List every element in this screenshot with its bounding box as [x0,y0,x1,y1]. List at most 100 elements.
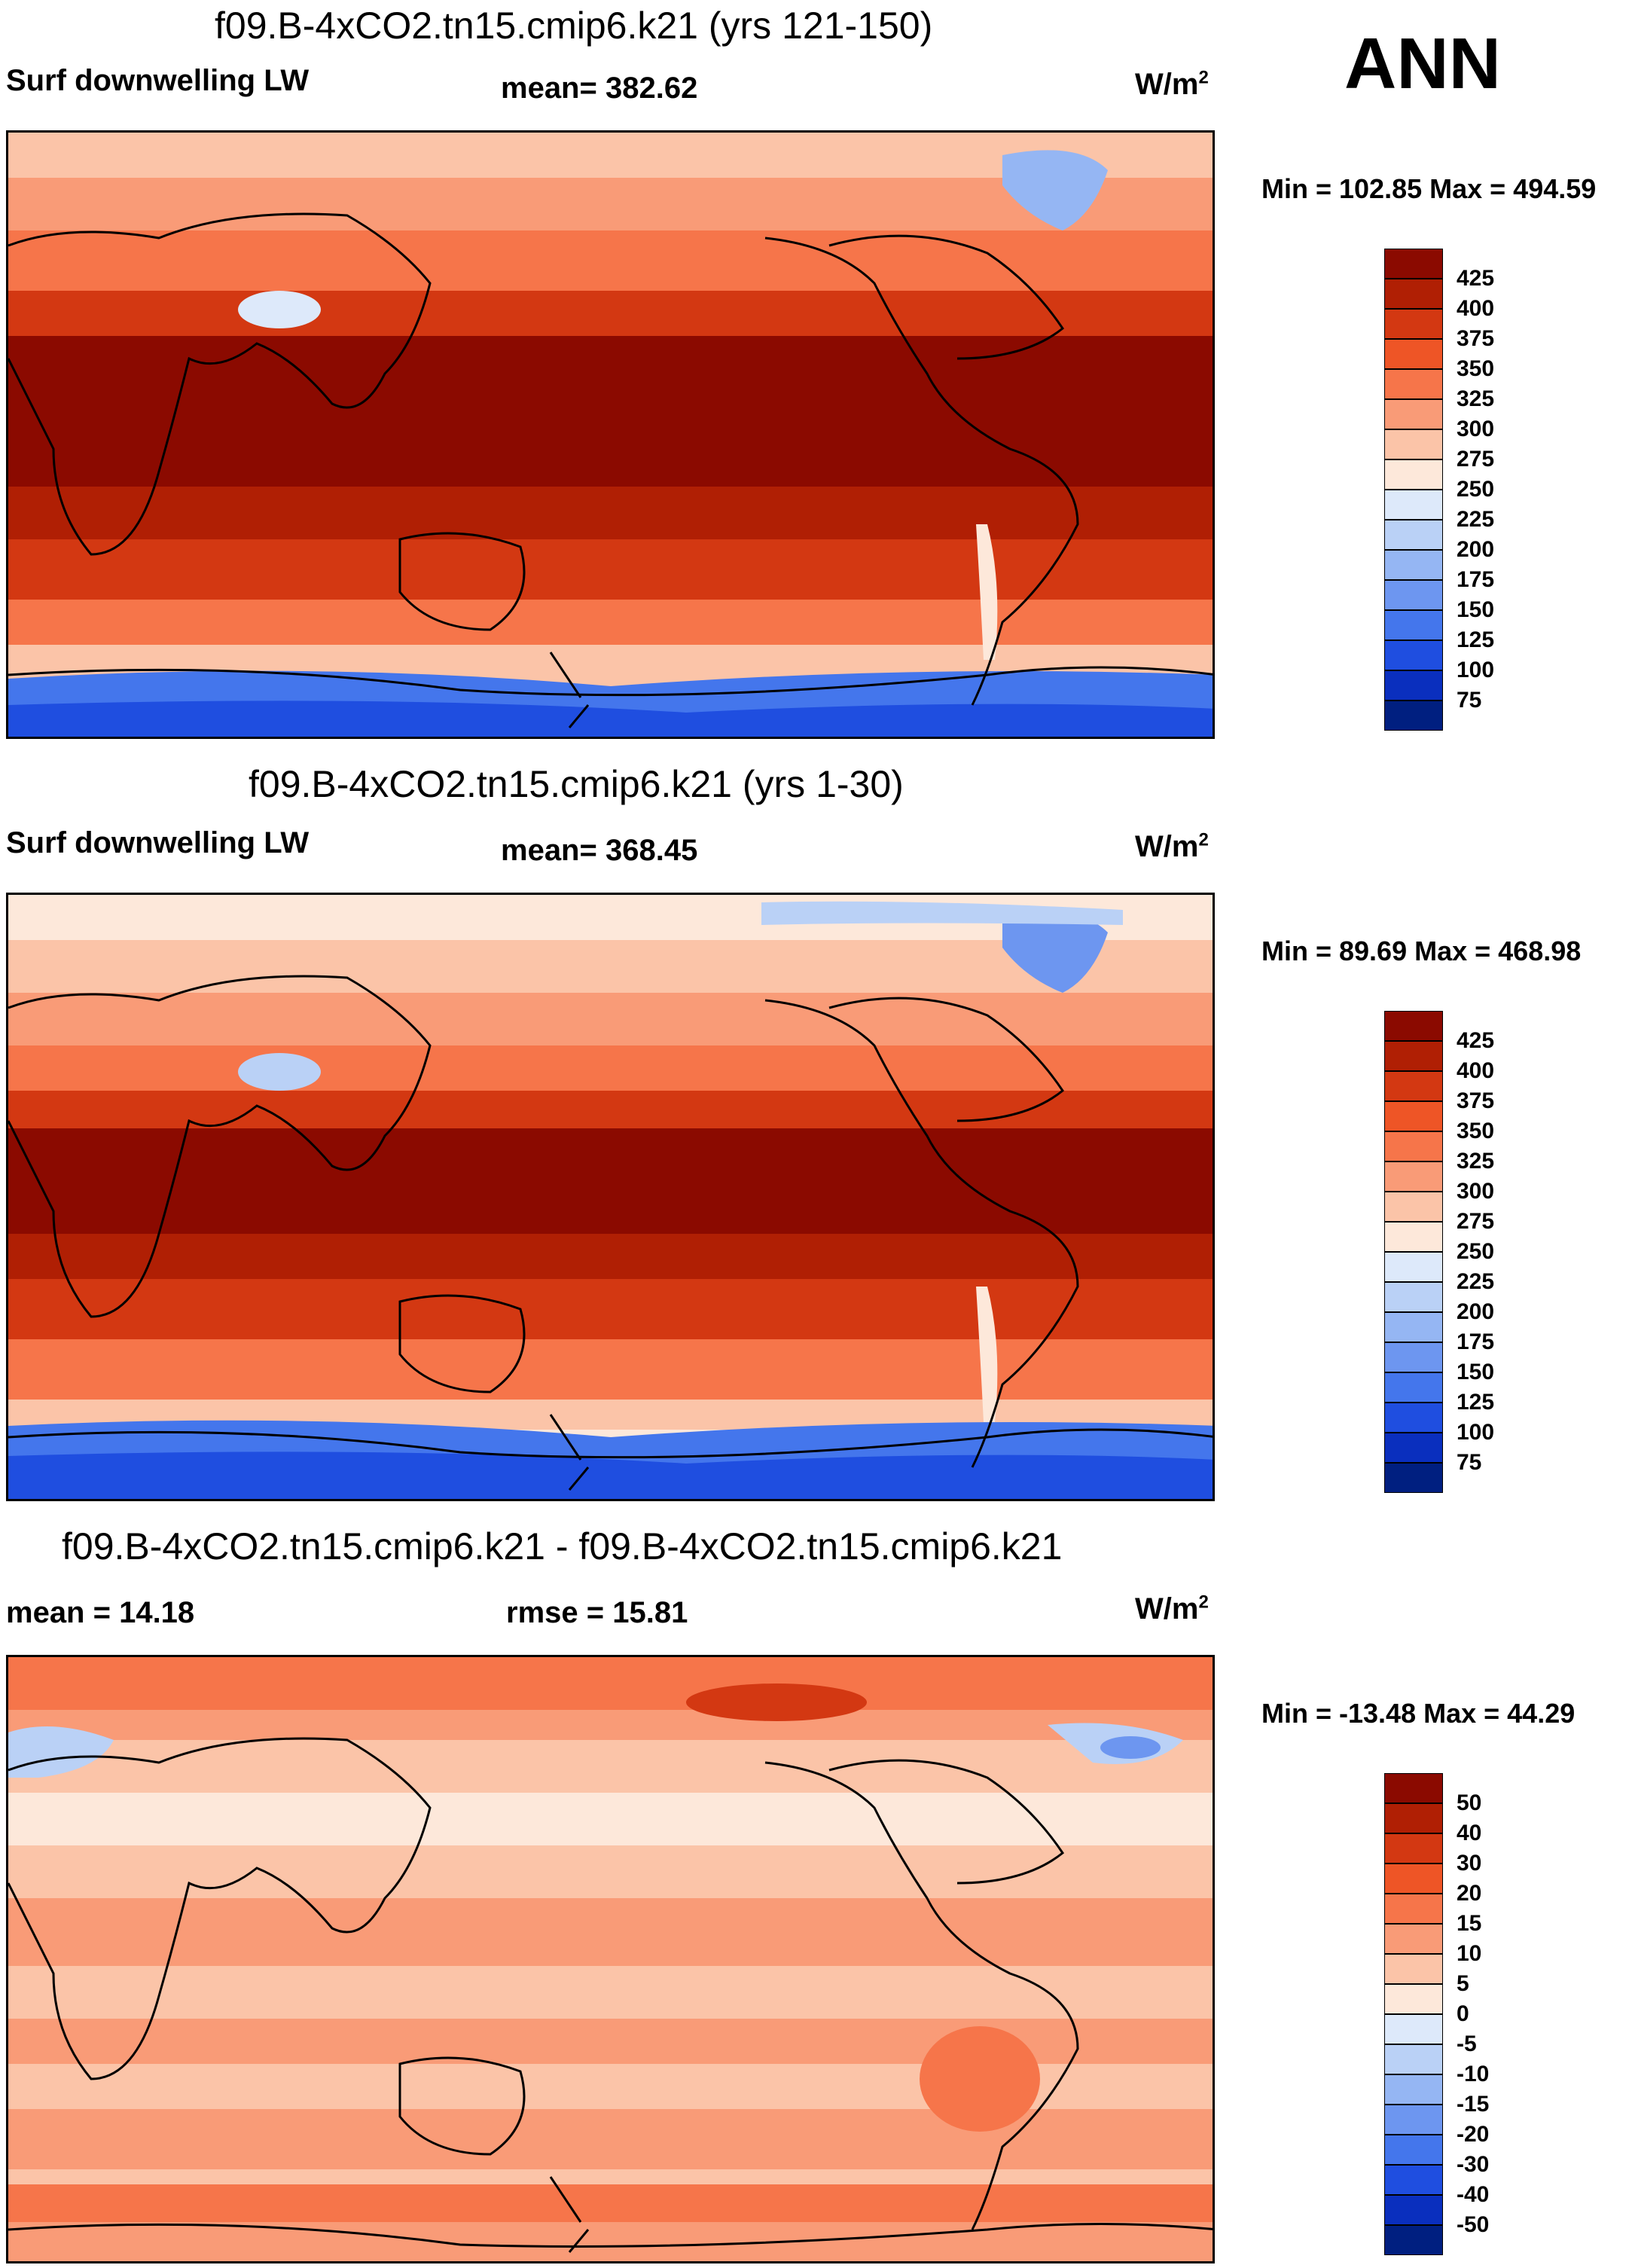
panel-3-title: f09.B-4xCO2.tn15.cmip6.k21 - f09.B-4xCO2… [62,1525,1063,1567]
colorbar-swatch [1384,338,1443,370]
panel-3-map-svg [8,1657,1213,2261]
colorbar-swatch [1384,2044,1443,2075]
colorbar-tick-label: 5 [1457,1971,1469,1996]
colorbar-tick-label: 275 [1457,447,1495,472]
colorbar-tick-label: 125 [1457,627,1495,652]
panel-3-mean-label: mean = 14.18 [6,1596,195,1629]
colorbar-tick-label: 200 [1457,537,1495,562]
colorbar-swatch [1384,1402,1443,1433]
colorbar-swatch [1384,459,1443,490]
colorbar-tick-label: 175 [1457,567,1495,592]
panel-2-map-svg [8,895,1213,1499]
colorbar-tick-label: 350 [1457,356,1495,381]
colorbar-swatch [1384,1462,1443,1493]
colorbar-tick-label: 425 [1457,1028,1495,1053]
colorbar-tick-label: 325 [1457,386,1495,411]
panel-3-colorbar: 50 40 30 20 15 10 5 0 -5 -10 -15 -20 -30 -40 -50 [1384,1773,1489,2255]
colorbar-swatch [1384,1802,1443,1834]
colorbar-swatch [1384,308,1443,340]
colorbar-swatch [1384,670,1443,701]
colorbar-tick-label: -5 [1457,2031,1477,2056]
colorbar-swatch [1384,1191,1443,1223]
colorbar-swatch [1384,1863,1443,1894]
colorbar-tick-label: 75 [1457,688,1482,713]
panel-2-units: W/m2 [1135,829,1209,863]
colorbar-swatch [1384,1432,1443,1464]
colorbar-swatch [1384,1953,1443,1985]
panel-1-mean-label: mean= 382.62 [501,72,698,105]
colorbar-tick-label: -10 [1457,2062,1490,2086]
colorbar-tick-label: 300 [1457,1179,1495,1204]
colorbar-swatch [1384,1773,1443,1804]
panel-1-colorbar-swatches [1384,249,1443,731]
colorbar-swatch [1384,1011,1443,1042]
panel-2-colorbar-swatches [1384,1011,1443,1493]
panel-3-colorbar-swatches [1384,1773,1443,2255]
colorbar-tick-label: -50 [1457,2212,1490,2237]
panel-3-rmse-label: rmse = 15.81 [506,1596,688,1629]
colorbar-tick-label: -20 [1457,2122,1490,2147]
panel-1-title: f09.B-4xCO2.tn15.cmip6.k21 (yrs 121-150) [215,5,933,47]
colorbar-swatch [1384,1131,1443,1162]
colorbar-swatch [1384,278,1443,310]
colorbar-swatch [1384,1040,1443,1072]
colorbar-swatch [1384,1281,1443,1313]
panel-2-colorbar: 425 400 375 350 325 300 275 250 225 200 175 150 125 1… [1384,1011,1494,1493]
colorbar-swatch [1384,249,1443,279]
panel-1-map-svg [8,133,1213,737]
colorbar-swatch [1384,398,1443,430]
season-label: ANN [1344,23,1501,104]
colorbar-swatch [1384,1983,1443,2015]
colorbar-tick-label: 225 [1457,507,1495,532]
panel-1-units: W/m2 [1135,67,1209,101]
colorbar-swatch [1384,1923,1443,1955]
panel-3-map [6,1655,1215,2263]
colorbar-tick-label: 350 [1457,1119,1495,1143]
colorbar-tick-label: 325 [1457,1149,1495,1174]
colorbar-tick-label: 375 [1457,1088,1495,1113]
colorbar-swatch [1384,489,1443,520]
colorbar-tick-label: 0 [1457,2001,1469,2026]
colorbar-tick-label: 15 [1457,1911,1482,1936]
colorbar-swatch [1384,1893,1443,1925]
colorbar-swatch [1384,429,1443,460]
colorbar-tick-label: 40 [1457,1821,1482,1845]
colorbar-swatch [1384,2224,1443,2255]
panel-1-map [6,130,1215,739]
colorbar-swatch [1384,700,1443,731]
colorbar-tick-label: -30 [1457,2152,1490,2177]
colorbar-tick-label: 10 [1457,1941,1482,1966]
colorbar-swatch [1384,2194,1443,2226]
colorbar-swatch [1384,1311,1443,1343]
colorbar-tick-label: 100 [1457,658,1495,682]
colorbar-swatch [1384,1100,1443,1132]
colorbar-swatch [1384,2013,1443,2045]
colorbar-tick-label: 225 [1457,1269,1495,1294]
colorbar-tick-label: 150 [1457,1360,1495,1384]
colorbar-swatch [1384,609,1443,641]
panel-2-map [6,893,1215,1501]
colorbar-tick-label: 30 [1457,1851,1482,1876]
panel-1-colorbar: 425 400 375 350 325 300 275 250 225 200 175 150 125 1… [1384,249,1494,731]
colorbar-tick-label: -40 [1457,2182,1490,2207]
panel-3-min-max: Min = -13.48 Max = 44.29 [1261,1698,1576,1729]
colorbar-swatch [1384,2164,1443,2196]
colorbar-swatch [1384,1342,1443,1373]
colorbar-swatch [1384,1372,1443,1403]
panel-2-variable-label: Surf downwelling LW [6,826,310,859]
panel-3-units: W/m2 [1135,1592,1209,1625]
colorbar-tick-label: -15 [1457,2092,1490,2117]
colorbar-swatch [1384,1251,1443,1283]
colorbar-tick-label: 175 [1457,1329,1495,1354]
colorbar-tick-label: 250 [1457,477,1495,502]
colorbar-swatch [1384,1161,1443,1192]
colorbar-tick-label: 375 [1457,326,1495,351]
colorbar-tick-label: 100 [1457,1420,1495,1445]
panel-2-min-max: Min = 89.69 Max = 468.98 [1261,936,1582,966]
colorbar-tick-label: 300 [1457,417,1495,441]
colorbar-swatch [1384,2074,1443,2105]
colorbar-tick-label: 400 [1457,1058,1495,1083]
colorbar-swatch [1384,579,1443,611]
colorbar-tick-label: 275 [1457,1209,1495,1234]
colorbar-tick-label: 20 [1457,1881,1482,1906]
